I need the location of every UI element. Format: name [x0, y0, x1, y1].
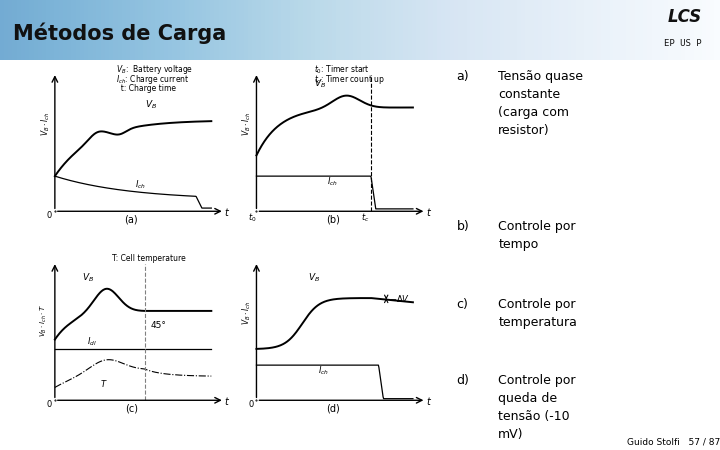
Text: $V_B \cdot I_{ch} \cdot T$: $V_B \cdot I_{ch} \cdot T$	[38, 304, 48, 337]
Text: Controle por
queda de
tensão (-10
mV): Controle por queda de tensão (-10 mV)	[498, 374, 576, 441]
Text: Controle por
tempo: Controle por tempo	[498, 220, 576, 251]
Text: Controle por
temperatura: Controle por temperatura	[498, 298, 577, 329]
Text: $V_B$: $V_B$	[145, 99, 157, 111]
Text: 0: 0	[248, 400, 253, 410]
Text: t: t	[225, 207, 228, 218]
Text: $I_{ch}$: Charge current: $I_{ch}$: Charge current	[116, 73, 189, 86]
Text: Tensão quase
constante
(carga com
resistor): Tensão quase constante (carga com resist…	[498, 70, 583, 137]
Text: (a): (a)	[125, 215, 138, 225]
Text: t: Charge time: t: Charge time	[116, 85, 176, 94]
Text: $t_0$: $t_0$	[248, 212, 257, 224]
Text: $t_0$: Timer start: $t_0$: Timer start	[314, 63, 369, 76]
Text: $V_B \cdot I_{ch}$: $V_B \cdot I_{ch}$	[240, 111, 253, 136]
Text: EP US P: EP US P	[665, 39, 702, 48]
Text: T: T	[101, 381, 106, 390]
Text: Guido Stolfi   57 / 87: Guido Stolfi 57 / 87	[626, 437, 720, 446]
Text: (c): (c)	[125, 404, 138, 414]
Text: $V_B$: $V_B$	[81, 271, 94, 284]
Text: $-\Delta V$: $-\Delta V$	[389, 293, 410, 304]
Text: $V_B \cdot I_{ch}$: $V_B \cdot I_{ch}$	[39, 111, 52, 136]
Text: $I_{dl}$: $I_{dl}$	[87, 335, 97, 348]
Text: t: t	[426, 207, 430, 218]
Text: (d): (d)	[326, 404, 340, 414]
Text: $V_B$: $V_B$	[314, 78, 326, 90]
Text: $V_B$:  Battery voltage: $V_B$: Battery voltage	[116, 63, 193, 76]
Text: $I_{ch}$: $I_{ch}$	[318, 364, 328, 377]
Text: $t_c$: Timer count up: $t_c$: Timer count up	[314, 73, 384, 86]
Text: Métodos de Carga: Métodos de Carga	[13, 22, 226, 44]
Text: 45°: 45°	[150, 321, 166, 330]
Text: d): d)	[456, 374, 469, 387]
Text: a): a)	[456, 70, 469, 83]
Text: 0: 0	[47, 212, 52, 220]
Text: t: t	[426, 396, 430, 407]
Text: $V_B \cdot I_{ch}$: $V_B \cdot I_{ch}$	[240, 300, 253, 325]
Text: t: t	[225, 396, 228, 407]
Text: $I_{ch}$: $I_{ch}$	[327, 175, 338, 188]
Text: $t_c$: $t_c$	[361, 212, 369, 224]
Text: T: Cell temperature: T: Cell temperature	[112, 254, 186, 263]
Text: b): b)	[456, 220, 469, 233]
Text: c): c)	[456, 298, 469, 311]
Text: LCS: LCS	[667, 8, 702, 26]
Text: (b): (b)	[326, 215, 340, 225]
Text: $I_{ch}$: $I_{ch}$	[135, 178, 146, 191]
Text: $V_B$: $V_B$	[308, 271, 320, 284]
Text: 0: 0	[47, 400, 52, 410]
